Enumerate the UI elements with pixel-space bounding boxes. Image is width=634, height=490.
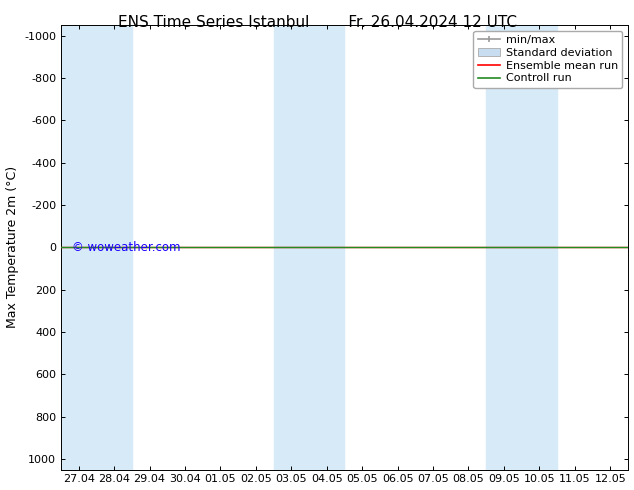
Text: ENS Time Series Istanbul        Fr. 26.04.2024 12 UTC: ENS Time Series Istanbul Fr. 26.04.2024 … xyxy=(117,15,517,30)
Text: © woweather.com: © woweather.com xyxy=(72,241,181,254)
Bar xyxy=(274,25,344,469)
Bar xyxy=(61,25,132,469)
Y-axis label: Max Temperature 2m (°C): Max Temperature 2m (°C) xyxy=(6,166,18,328)
Bar xyxy=(486,25,557,469)
Legend: min/max, Standard deviation, Ensemble mean run, Controll run: min/max, Standard deviation, Ensemble me… xyxy=(474,31,623,88)
